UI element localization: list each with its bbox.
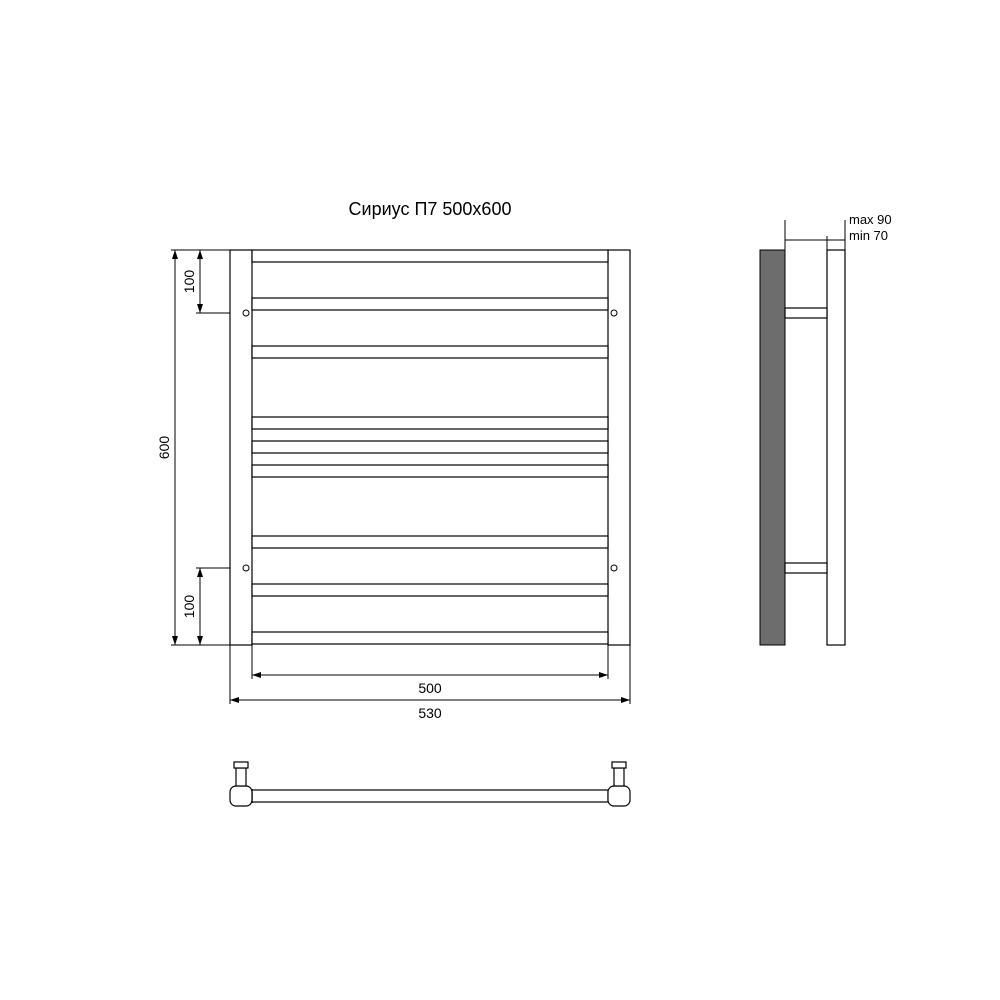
svg-text:min 70: min 70 xyxy=(849,228,888,243)
svg-text:100: 100 xyxy=(181,595,197,619)
top-view xyxy=(230,762,630,806)
side-view xyxy=(760,240,845,645)
front-view xyxy=(230,250,630,645)
svg-text:500: 500 xyxy=(418,680,442,696)
svg-text:530: 530 xyxy=(418,705,442,721)
svg-text:100: 100 xyxy=(181,270,197,294)
svg-text:600: 600 xyxy=(156,436,172,460)
svg-text:max 90: max 90 xyxy=(849,212,892,227)
svg-text:Сириус П7 500x600: Сириус П7 500x600 xyxy=(349,199,512,219)
